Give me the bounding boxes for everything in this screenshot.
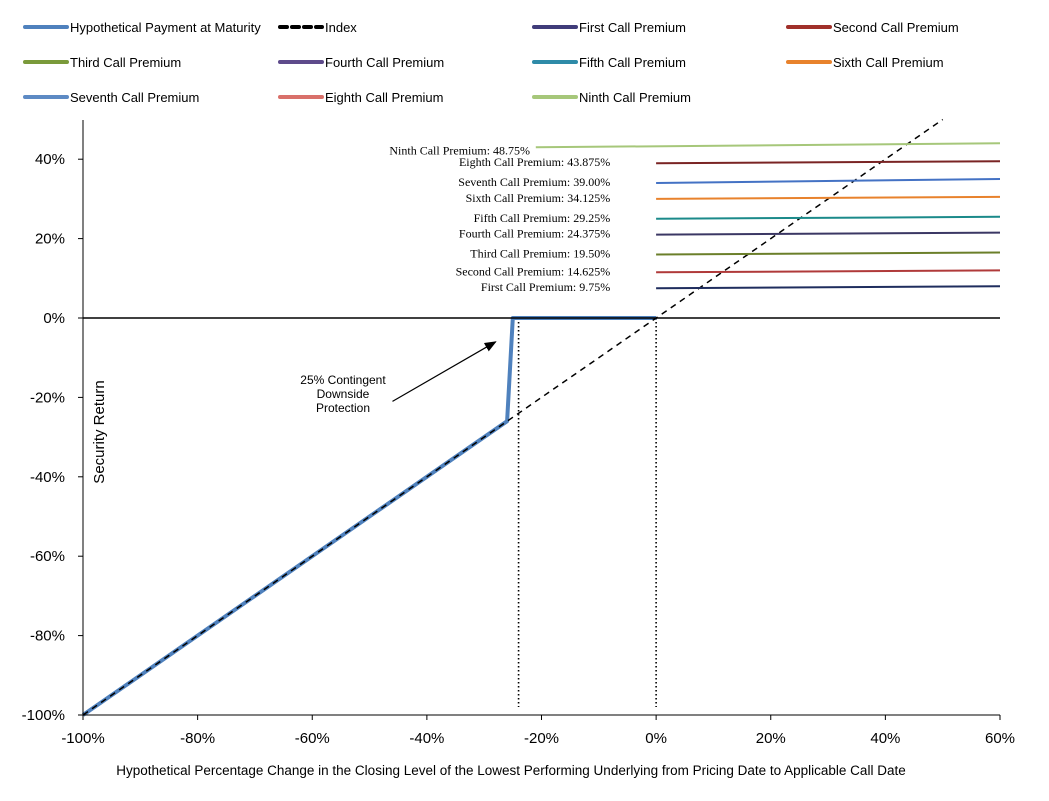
- y-tick-label: 0%: [43, 310, 65, 327]
- legend-label: Index: [325, 20, 357, 35]
- legend-item: Ninth Call Premium: [532, 90, 691, 105]
- series-line: [535, 142, 1001, 149]
- legend-label: Third Call Premium: [70, 55, 181, 70]
- series-line: [656, 251, 1001, 256]
- legend-label: Hypothetical Payment at Maturity: [70, 20, 261, 35]
- annotation-text: 25% Contingent: [300, 373, 386, 387]
- series-line: [656, 195, 1001, 200]
- legend-item: Fifth Call Premium: [532, 55, 686, 70]
- y-tick-label: 20%: [35, 231, 65, 248]
- legend-item: Seventh Call Premium: [23, 90, 199, 105]
- call-premium-label: Fifth Call Premium: 29.25%: [474, 211, 611, 225]
- legend-label: Seventh Call Premium: [70, 90, 199, 105]
- x-tick-label: -60%: [295, 730, 330, 747]
- y-tick-label: -100%: [22, 707, 65, 724]
- call-premium-labels: Ninth Call Premium: 48.75%Eighth Call Pr…: [389, 143, 610, 294]
- series-line: [656, 160, 1001, 165]
- axes: -100% -80% -60% -40% -20% 0% 20% 40% -100% -80% -6…: [22, 120, 1015, 747]
- y-axis-title: Security Return: [91, 380, 108, 483]
- legend-item: Third Call Premium: [23, 55, 181, 70]
- legend-label: Ninth Call Premium: [579, 90, 691, 105]
- annotation-arrow: [392, 341, 497, 402]
- legend-label: Eighth Call Premium: [325, 90, 444, 105]
- y-tick-label: -80%: [30, 628, 65, 645]
- call-premium-label: Eighth Call Premium: 43.875%: [459, 155, 610, 169]
- series-line: [656, 285, 1001, 290]
- legend-item: Index: [278, 20, 357, 35]
- call-premium-label: Sixth Call Premium: 34.125%: [466, 191, 611, 205]
- reference-lines: [517, 318, 657, 708]
- legend-item: Fourth Call Premium: [278, 55, 444, 70]
- annotation-text: Downside: [317, 387, 370, 401]
- call-premium-label: First Call Premium: 9.75%: [481, 280, 610, 294]
- call-premium-label: Ninth Call Premium: 48.75%: [389, 143, 530, 157]
- legend-label: Fourth Call Premium: [325, 55, 444, 70]
- legend-item: Eighth Call Premium: [278, 90, 444, 105]
- legend-label: Fifth Call Premium: [579, 55, 686, 70]
- x-tick-label: 0%: [645, 730, 667, 747]
- x-axis-title: Hypothetical Percentage Change in the Cl…: [116, 763, 905, 778]
- legend-item: First Call Premium: [532, 20, 686, 35]
- x-tick-label: -100%: [61, 730, 104, 747]
- x-tick-label: -40%: [409, 730, 444, 747]
- legend-item: Hypothetical Payment at Maturity: [23, 20, 261, 35]
- y-tick-label: -20%: [30, 389, 65, 406]
- series-line: [656, 269, 1001, 274]
- annotation-text: Protection: [316, 401, 370, 415]
- y-tick-label: 40%: [35, 151, 65, 168]
- x-tick-label: -80%: [180, 730, 215, 747]
- legend-label: First Call Premium: [579, 20, 686, 35]
- call-premium-label: Seventh Call Premium: 39.00%: [458, 175, 610, 189]
- call-premium-label: Fourth Call Premium: 24.375%: [459, 227, 610, 241]
- y-tick-label: -60%: [30, 548, 65, 565]
- legend-item: Sixth Call Premium: [786, 55, 944, 70]
- legend: Hypothetical Payment at Maturity Index Fir…: [23, 20, 959, 105]
- x-tick-label: 40%: [870, 730, 900, 747]
- call-premium-label: Second Call Premium: 14.625%: [456, 264, 611, 278]
- x-tick-label: 60%: [985, 730, 1015, 747]
- series-line: [656, 215, 1001, 220]
- series-line: [656, 178, 1001, 184]
- x-tick-label: -20%: [524, 730, 559, 747]
- y-tick-label: -40%: [30, 469, 65, 486]
- x-tick-label: 20%: [756, 730, 786, 747]
- series-line: [82, 118, 944, 716]
- legend-label: Second Call Premium: [833, 20, 959, 35]
- legend-item: Second Call Premium: [786, 20, 959, 35]
- series-lines: [81, 118, 1001, 717]
- series-line: [656, 231, 1001, 236]
- call-premium-label: Third Call Premium: 19.50%: [470, 246, 610, 260]
- legend-label: Sixth Call Premium: [833, 55, 944, 70]
